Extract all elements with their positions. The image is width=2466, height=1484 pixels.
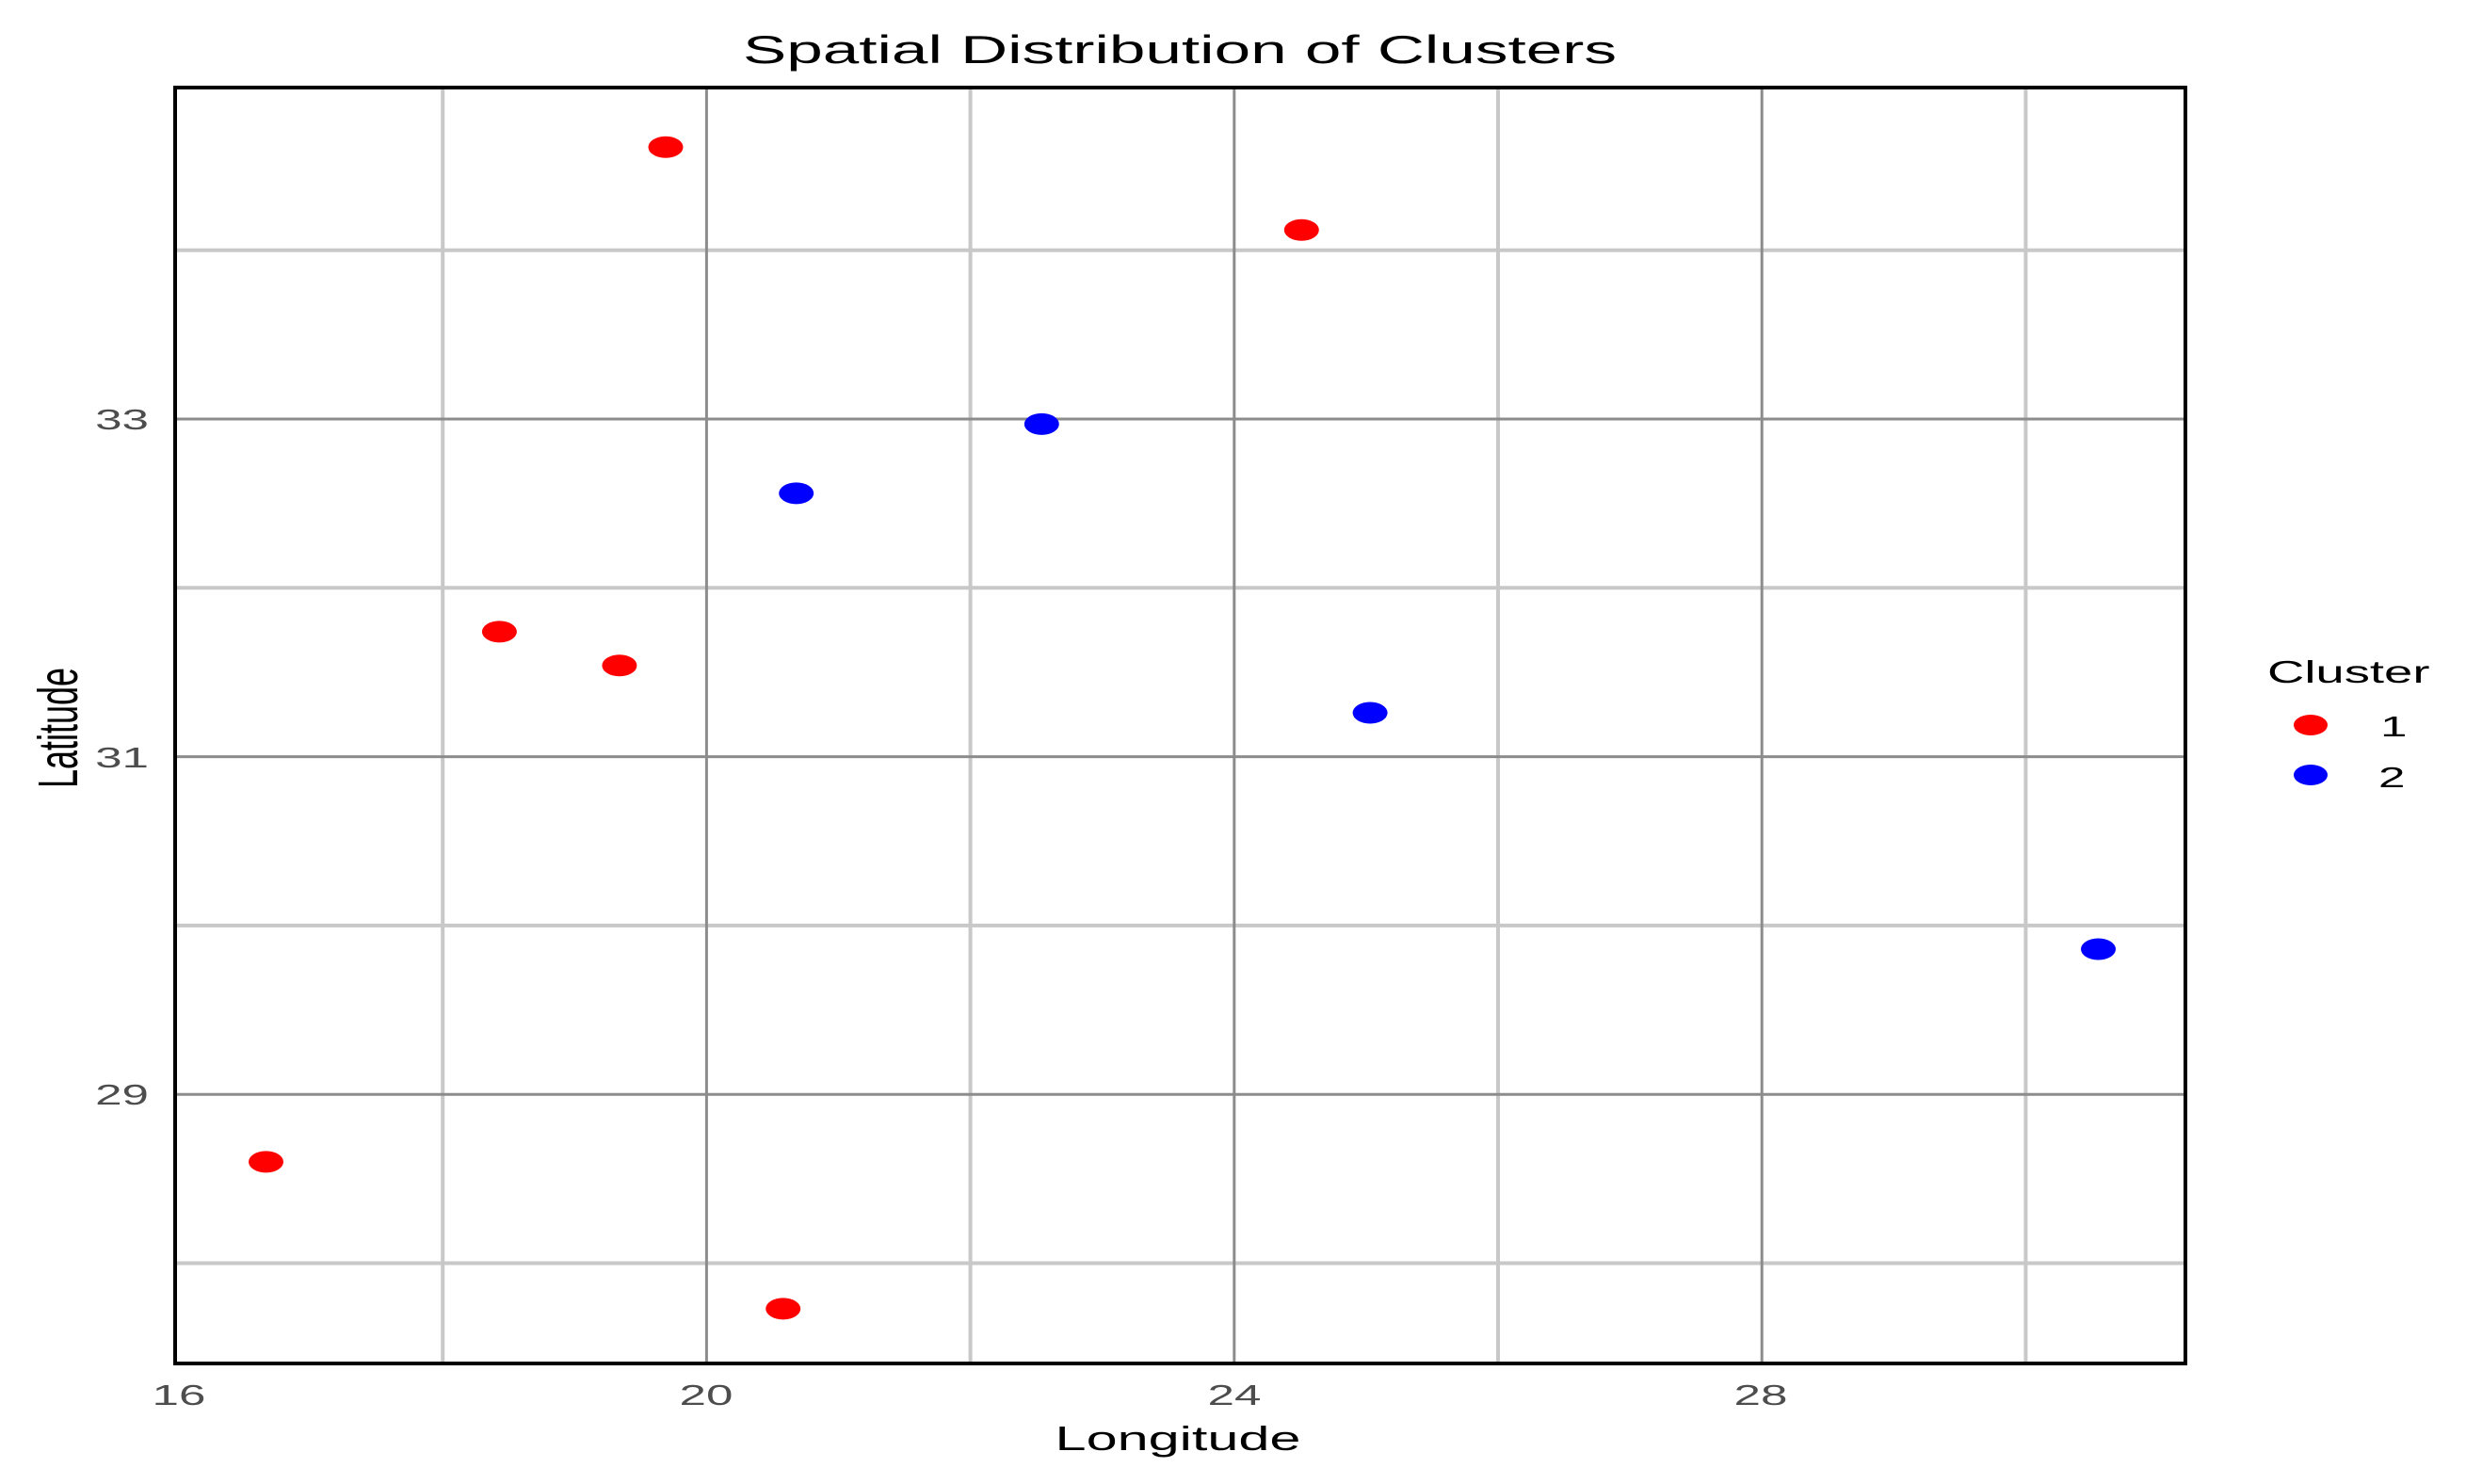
data-point-cluster-1	[481, 621, 517, 643]
data-point-cluster-1	[602, 654, 637, 677]
y-tick-label: 29	[95, 1078, 149, 1110]
y-tick-label: 33	[95, 403, 149, 435]
legend-title: Cluster	[2267, 654, 2429, 689]
data-point-cluster-1	[766, 1298, 801, 1320]
y-axis-title: Latitude	[28, 668, 89, 788]
data-point-cluster-1	[1283, 218, 1319, 241]
legend-key-cluster-1	[2294, 715, 2328, 735]
data-point-cluster-2	[779, 482, 814, 505]
minor-gridlines	[175, 88, 2185, 1363]
x-tick-label: 16	[153, 1379, 206, 1411]
data-point-cluster-2	[2081, 938, 2116, 960]
legend: Cluster 1 2	[2267, 654, 2429, 794]
major-gridlines	[175, 88, 2185, 1363]
legend-key-cluster-2	[2294, 765, 2328, 785]
x-axis-ticks: 16 20 24 28	[153, 1379, 1788, 1411]
x-tick-label: 24	[1208, 1379, 1262, 1411]
data-point-cluster-2	[1352, 702, 1388, 724]
panel-border	[173, 86, 2187, 1365]
x-axis-title: Longitude	[1056, 1420, 1301, 1458]
legend-label-cluster-1: 1	[2380, 710, 2407, 742]
y-axis-ticks: 33 31 29	[95, 403, 149, 1110]
chart-title: Spatial Distribution of Clusters	[743, 28, 1617, 73]
x-tick-label: 20	[680, 1379, 733, 1411]
data-point-cluster-2	[1023, 412, 1059, 435]
plot-panel	[175, 88, 2185, 1363]
data-point-cluster-1	[648, 136, 684, 158]
x-tick-label: 28	[1734, 1379, 1788, 1411]
data-points	[249, 136, 2116, 1320]
legend-label-cluster-2: 2	[2378, 761, 2405, 793]
data-point-cluster-1	[249, 1151, 283, 1173]
y-tick-label: 31	[95, 741, 149, 773]
